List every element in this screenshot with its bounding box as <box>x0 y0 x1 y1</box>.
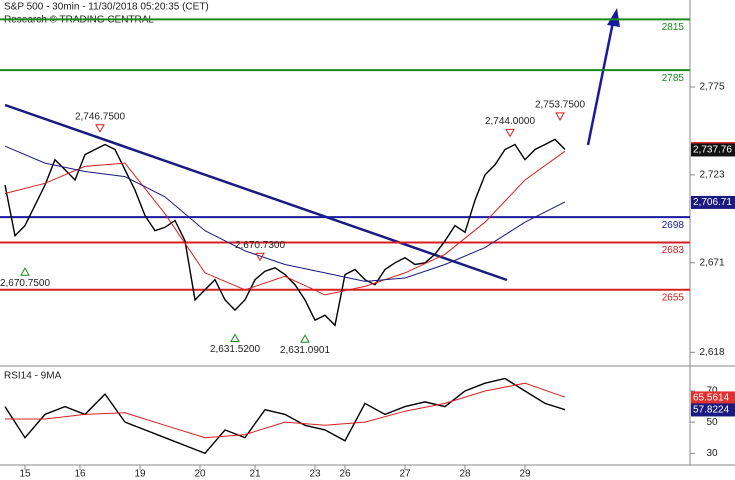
series-line <box>4 150 566 296</box>
series-line <box>4 377 566 455</box>
annotation-label: 2,670.7500 <box>0 278 50 289</box>
annotation-label: 2,670.7300 <box>235 240 285 251</box>
y-tick-label: 2,671 <box>699 257 724 268</box>
arrow-head <box>607 8 620 27</box>
y-tick-label: 50 <box>706 417 718 428</box>
bottom-marker <box>230 333 240 342</box>
x-tick-label: 20 <box>194 469 206 480</box>
level-label: 2698 <box>662 220 685 231</box>
last-value-label: 2,706.71 <box>693 197 732 208</box>
top-marker <box>255 252 265 262</box>
y-tick-label: 2,618 <box>699 347 724 358</box>
x-tick-label: 26 <box>339 469 351 480</box>
annotation-label: 2,631.0901 <box>280 345 330 356</box>
last-value-label: 57.8224 <box>693 405 730 416</box>
x-tick-label: 21 <box>249 469 261 480</box>
last-value-label: 65.5614 <box>693 393 730 404</box>
annotation-label: 2,631.5200 <box>210 344 260 355</box>
annotation-label: 2,746.7500 <box>75 111 125 122</box>
series-line <box>4 145 566 282</box>
series-line <box>4 138 566 327</box>
level-label: 2815 <box>662 22 685 33</box>
top-marker <box>555 112 565 121</box>
bottom-marker <box>300 334 310 343</box>
last-value-box <box>691 143 735 157</box>
y-tick-label: 70 <box>706 386 718 397</box>
annotation-label: 2,753.7500 <box>535 100 585 111</box>
x-tick-label: 23 <box>309 469 321 480</box>
x-tick-label: 15 <box>19 469 31 480</box>
last-value-label: 2,737.76 <box>693 145 732 156</box>
forecast-arrow <box>586 21 615 146</box>
y-tick-label: 2,723 <box>699 170 724 181</box>
top-marker <box>505 128 515 138</box>
x-tick-label: 29 <box>519 469 531 480</box>
level-label: 2655 <box>662 292 685 303</box>
chart-title: S&P 500 - 30min - 11/30/2018 05:20:35 (C… <box>4 2 209 13</box>
last-value-box <box>691 391 735 405</box>
y-tick-label: 2,775 <box>699 82 724 93</box>
top-marker <box>95 124 105 133</box>
last-value-box <box>691 403 735 417</box>
x-tick-label: 16 <box>74 469 86 480</box>
level-label: 2683 <box>662 245 685 256</box>
trend-line <box>4 103 508 282</box>
series-line <box>5 382 566 439</box>
annotation-label: 2,744.0000 <box>485 116 535 127</box>
last-value-box <box>691 195 735 209</box>
x-tick-label: 27 <box>399 469 411 480</box>
level-label: 2785 <box>662 73 685 84</box>
y-tick-label: 30 <box>706 448 718 459</box>
x-tick-label: 28 <box>459 469 471 480</box>
bottom-marker <box>20 267 30 276</box>
panel-title: RSI14 - 9MA <box>4 371 62 382</box>
x-tick-label: 19 <box>134 469 146 480</box>
